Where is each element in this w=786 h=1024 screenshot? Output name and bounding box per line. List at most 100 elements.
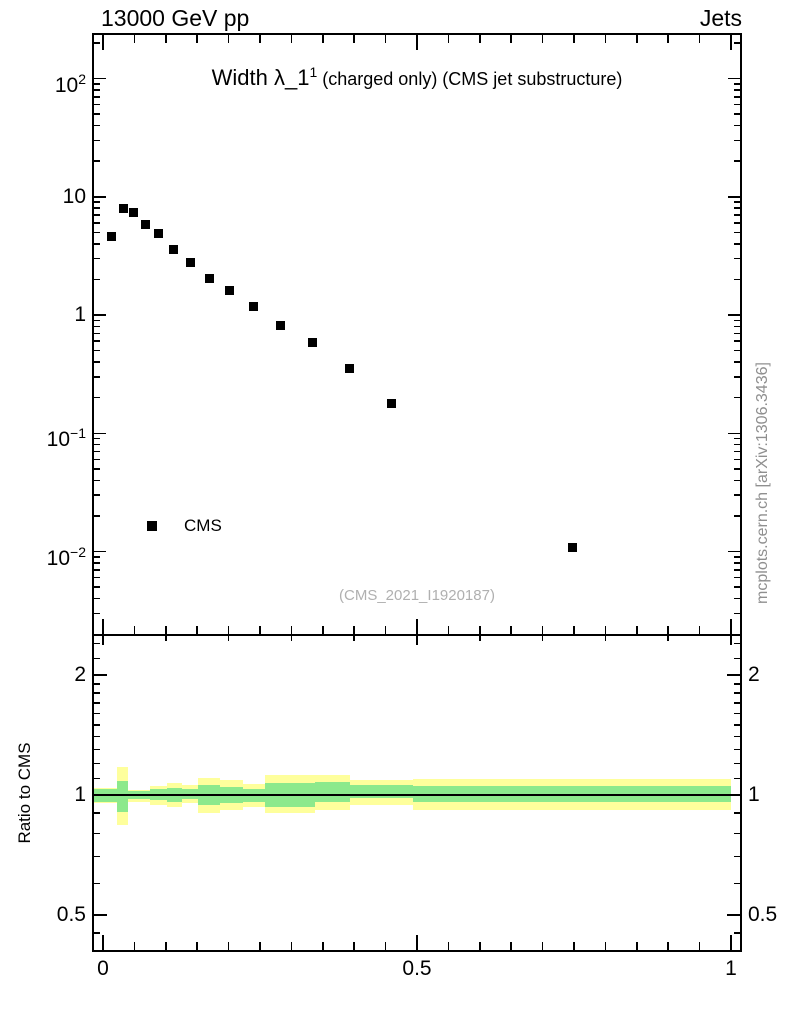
y-axis-tick (734, 748, 740, 751)
x-axis-tick (353, 942, 355, 950)
observable-name: Width λ_1 (211, 65, 310, 90)
y-axis-tick (734, 437, 740, 440)
data-point (387, 398, 397, 408)
y-axis-tick (94, 932, 100, 934)
y-axis-tick (727, 914, 740, 916)
y-axis-tick (94, 231, 100, 234)
x-axis-tick (479, 942, 481, 950)
x-axis-tick (730, 35, 732, 50)
x-axis-tick (541, 35, 544, 43)
x-axis-tick (353, 626, 355, 634)
data-point (141, 220, 151, 230)
data-point (248, 302, 258, 312)
x-axis-tick (416, 619, 418, 634)
y-axis-tick (728, 550, 740, 553)
x-axis-tick (636, 942, 638, 950)
x-axis-tick (102, 935, 104, 950)
x-axis-tick (698, 35, 701, 43)
x-tick-label: 0.5 (402, 957, 432, 980)
x-axis-tick (227, 942, 230, 950)
x-axis-tick (196, 942, 198, 950)
y-axis-tick (94, 349, 100, 352)
y-axis-tick (94, 196, 106, 198)
y-axis-tick (734, 724, 740, 726)
x-axis-tick (353, 35, 355, 43)
x-axis-tick (479, 626, 481, 634)
data-point (225, 286, 235, 296)
y-axis-tick (734, 257, 740, 260)
x-axis-tick (259, 942, 261, 950)
y-axis-tick (94, 319, 100, 322)
y-axis-tick (734, 494, 740, 496)
y-axis-tick (94, 207, 100, 209)
x-axis-tick (573, 942, 575, 950)
y-axis-tick (734, 642, 740, 645)
y-axis-tick (94, 432, 106, 434)
y-axis-tick (94, 222, 100, 224)
x-axis-tick (165, 626, 167, 634)
y-tick-label: 10−1 (46, 425, 86, 452)
x-axis-tick (102, 636, 104, 645)
mcplots-credit-note: mcplots.cern.ch [arXiv:1306.3436] (754, 362, 771, 604)
unity-reference-line (94, 794, 740, 796)
data-point (154, 229, 164, 239)
y-axis-tick (734, 201, 740, 203)
y-axis-tick (94, 243, 100, 245)
y-axis-tick (94, 77, 106, 80)
y-axis-tick (94, 340, 100, 342)
y-axis-tick (734, 657, 740, 660)
y-axis-tick (734, 443, 740, 446)
y-axis-tick (734, 340, 740, 342)
x-axis-tick (290, 942, 293, 950)
x-axis-tick (541, 626, 544, 634)
y-axis-tick (734, 207, 740, 209)
y-axis-tick (734, 325, 740, 328)
y-axis-tick (94, 314, 106, 316)
y-axis-tick (734, 361, 740, 363)
y-axis-tick (728, 77, 740, 80)
data-point (118, 203, 128, 213)
main-plot-panel (92, 33, 742, 634)
y-axis-tick (94, 556, 100, 558)
y-axis-tick (734, 692, 740, 694)
x-tick-label: 1 (725, 957, 737, 980)
y-axis-tick (94, 443, 100, 446)
process-label: Jets (699, 5, 742, 31)
y-axis-tick (94, 96, 100, 98)
y-axis-tick (734, 832, 740, 835)
y-axis-tick (94, 914, 107, 916)
ratio-tick-label-left: 1 (74, 783, 86, 806)
y-axis-tick (728, 314, 740, 316)
x-axis-tick (730, 935, 732, 950)
y-axis-tick (734, 855, 740, 858)
y-axis-tick (94, 278, 100, 281)
y-tick-label: 10 (62, 184, 86, 208)
x-axis-tick (698, 942, 701, 950)
x-axis-tick (290, 636, 293, 641)
x-axis-tick (667, 636, 669, 641)
x-axis-tick (384, 942, 387, 950)
x-axis-tick (290, 35, 293, 43)
y-axis-tick (728, 432, 740, 434)
x-axis-tick (416, 636, 418, 645)
y-axis-tick (94, 437, 100, 440)
y-axis-tick (734, 458, 740, 461)
y-axis-tick (734, 735, 740, 738)
title-qualifier: (charged only) (CMS jet substructure) (317, 69, 623, 89)
y-axis-tick (94, 325, 100, 328)
y-axis-tick (728, 196, 740, 198)
y-axis-tick (734, 222, 740, 224)
y-axis-tick (94, 550, 106, 553)
y-axis-tick (94, 458, 100, 461)
y-axis-tick (734, 812, 740, 814)
filled-square-icon (147, 521, 157, 531)
y-axis-tick (734, 160, 740, 162)
y-axis-tick (94, 855, 100, 858)
x-axis-tick (259, 35, 261, 43)
x-axis-tick (102, 35, 104, 50)
y-axis-tick (734, 932, 740, 934)
x-axis-tick (322, 942, 324, 950)
x-axis-tick (165, 35, 167, 43)
y-axis-tick (94, 597, 100, 600)
